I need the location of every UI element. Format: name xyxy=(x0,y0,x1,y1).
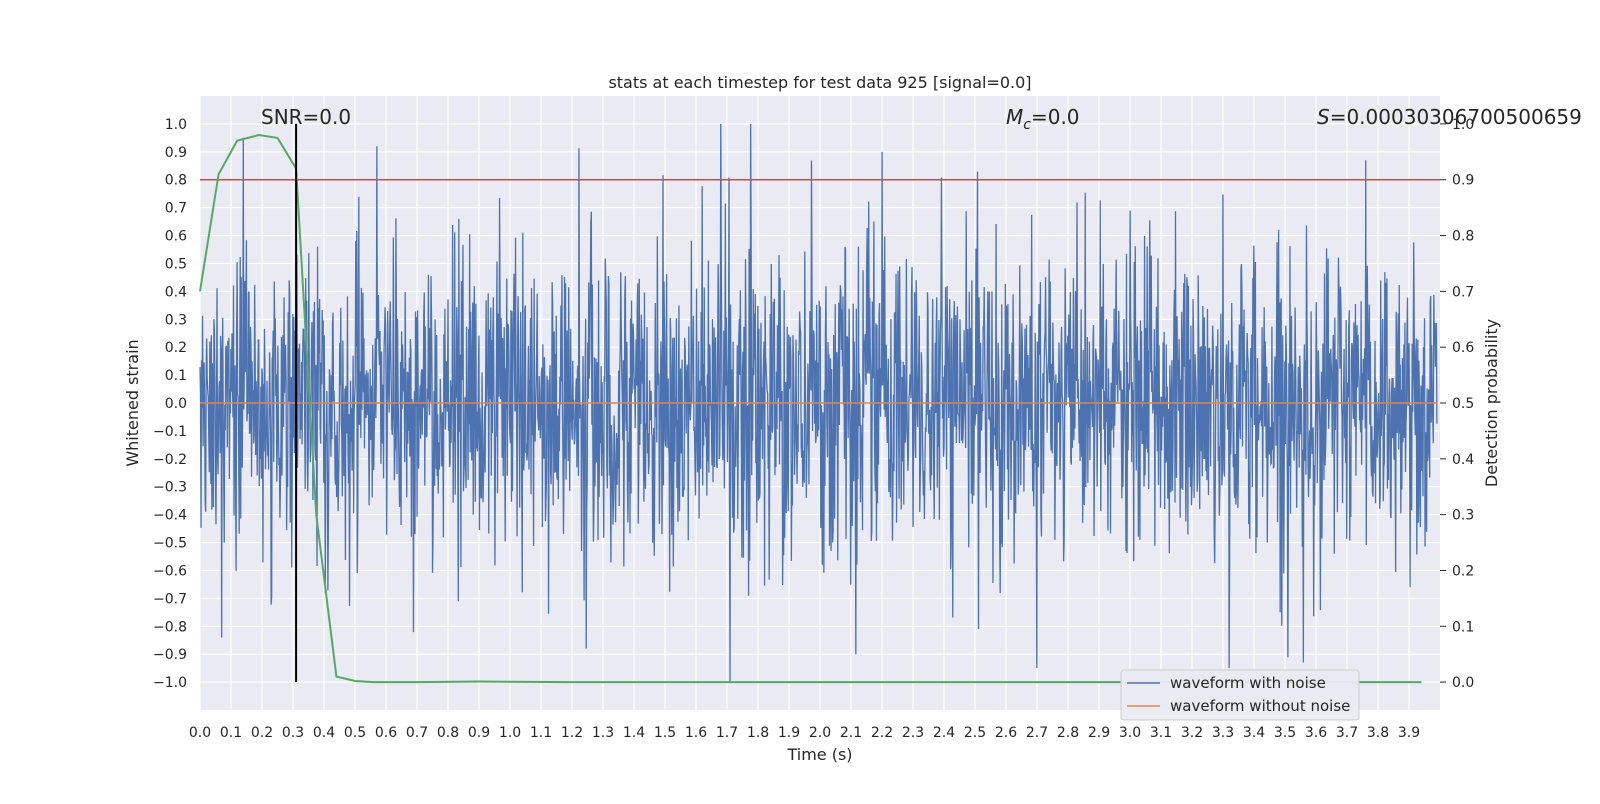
right-tick-label: 0.3 xyxy=(1452,508,1474,524)
x-tick-label: 2.1 xyxy=(840,725,862,741)
x-tick-label: 3.9 xyxy=(1398,725,1420,741)
y-tick-label: 1.0 xyxy=(165,117,187,133)
y-tick-label: −0.5 xyxy=(153,536,187,552)
y-tick-label: −0.3 xyxy=(153,480,187,496)
y-tick-label: 0.9 xyxy=(165,145,187,161)
x-axis-ticks: 0.0 0.1 0.2 0.3 0.4 0.5 0.6 0.7 0.8 0.9 1.0 1.1 1.2 1… xyxy=(189,725,1420,741)
y-tick-label: −0.4 xyxy=(153,508,187,524)
y-tick-label: −0.6 xyxy=(153,563,187,579)
right-tick-label: 0.8 xyxy=(1452,229,1474,245)
x-tick-label: 3.2 xyxy=(1181,725,1203,741)
x-tick-label: 0.5 xyxy=(344,725,366,741)
y-tick-label: 0.0 xyxy=(165,396,187,412)
x-tick-label: 3.6 xyxy=(1305,725,1327,741)
right-axis-label: Detection probability xyxy=(1482,319,1501,487)
x-tick-label: 3.0 xyxy=(1119,725,1141,741)
right-tick-label: 0.9 xyxy=(1452,173,1474,189)
x-tick-label: 1.2 xyxy=(561,725,583,741)
right-tick-label: 0.0 xyxy=(1452,675,1474,691)
y-tick-label: −0.7 xyxy=(153,591,187,607)
mc-subscript: c xyxy=(1023,117,1031,133)
x-tick-label: 0.8 xyxy=(437,725,459,741)
x-tick-label: 3.5 xyxy=(1274,725,1296,741)
x-tick-label: 2.3 xyxy=(902,725,924,741)
series-waveform-with-noise xyxy=(199,123,1438,683)
right-axis-ticks: 1.0 0.9 0.8 0.7 0.6 0.5 0.4 0.3 0.2 0.1 0.0 xyxy=(1440,117,1474,691)
legend: waveform with noise waveform without noi… xyxy=(1120,669,1360,721)
mc-symbol: M xyxy=(1006,105,1023,129)
x-tick-label: 2.5 xyxy=(964,725,986,741)
right-tick-label: 0.1 xyxy=(1452,619,1474,635)
x-tick-label: 1.1 xyxy=(530,725,552,741)
x-tick-label: 1.9 xyxy=(778,725,800,741)
s-annotation: S=0.00030306700500659 xyxy=(1317,105,1582,129)
right-tick-label: 0.7 xyxy=(1452,284,1474,300)
x-tick-label: 1.0 xyxy=(499,725,521,741)
x-axis-label: Time (s) xyxy=(786,745,852,764)
snr-annotation: SNR=0.0 xyxy=(261,105,351,129)
y-tick-label: −1.0 xyxy=(153,675,187,691)
x-tick-label: 0.0 xyxy=(189,725,211,741)
y-tick-label: −0.2 xyxy=(153,452,187,468)
x-tick-label: 0.4 xyxy=(313,725,335,741)
right-tick-label: 0.2 xyxy=(1452,563,1474,579)
x-tick-label: 0.3 xyxy=(282,725,304,741)
x-tick-label: 3.8 xyxy=(1367,725,1389,741)
y-tick-label: −0.9 xyxy=(153,647,187,663)
y-tick-label: −0.8 xyxy=(153,619,187,635)
right-tick-label: 0.5 xyxy=(1452,396,1474,412)
series-detection-probability xyxy=(199,134,1422,684)
x-tick-label: 1.4 xyxy=(623,725,645,741)
x-tick-label: 1.6 xyxy=(685,725,707,741)
x-tick-label: 1.7 xyxy=(716,725,738,741)
y-tick-label: 0.4 xyxy=(165,284,187,300)
s-symbol: S xyxy=(1317,105,1330,129)
right-tick-label: 1.0 xyxy=(1452,117,1474,133)
x-tick-label: 2.4 xyxy=(933,725,955,741)
x-tick-label: 2.0 xyxy=(809,725,831,741)
x-tick-label: 2.9 xyxy=(1088,725,1110,741)
probability-line xyxy=(199,134,1422,684)
s-value: =0.00030306700500659 xyxy=(1330,105,1582,129)
y-tick-label: 0.5 xyxy=(165,256,187,272)
x-tick-label: 0.1 xyxy=(220,725,242,741)
y-tick-label: 0.1 xyxy=(165,368,187,384)
x-tick-label: 3.3 xyxy=(1212,725,1234,741)
legend-label-noise: waveform with noise xyxy=(1170,674,1326,692)
y-tick-label: 0.6 xyxy=(165,229,187,245)
y-axis-ticks: 1.0 0.9 0.8 0.7 0.6 0.5 0.4 0.3 0.2 0.1 0.0 −0.1 −0.… xyxy=(153,117,187,691)
x-tick-label: 1.5 xyxy=(654,725,676,741)
y-tick-label: 0.8 xyxy=(165,173,187,189)
legend-label-clean: waveform without noise xyxy=(1170,697,1350,715)
x-tick-label: 1.3 xyxy=(592,725,614,741)
right-tick-label: 0.6 xyxy=(1452,340,1474,356)
mc-value: =0.0 xyxy=(1031,105,1080,129)
x-tick-label: 2.8 xyxy=(1057,725,1079,741)
x-tick-label: 2.7 xyxy=(1026,725,1048,741)
mc-annotation: Mc=0.0 xyxy=(1006,105,1080,133)
x-tick-label: 3.4 xyxy=(1243,725,1265,741)
x-tick-label: 1.8 xyxy=(747,725,769,741)
legend-box xyxy=(1120,669,1360,721)
x-tick-label: 3.7 xyxy=(1336,725,1358,741)
y-tick-label: −0.1 xyxy=(153,424,187,440)
x-tick-label: 0.7 xyxy=(406,725,428,741)
x-tick-label: 2.6 xyxy=(995,725,1017,741)
x-tick-label: 0.2 xyxy=(251,725,273,741)
x-tick-label: 2.2 xyxy=(871,725,893,741)
noise-line xyxy=(199,123,1438,683)
y-tick-label: 0.7 xyxy=(165,201,187,217)
chart-title: stats at each timestep for test data 925… xyxy=(608,73,1031,92)
x-tick-label: 3.1 xyxy=(1150,725,1172,741)
x-tick-label: 0.9 xyxy=(468,725,490,741)
right-tick-label: 0.4 xyxy=(1452,452,1474,468)
y-tick-label: 0.2 xyxy=(165,340,187,356)
y-axis-label: Whitened strain xyxy=(123,339,142,466)
y-tick-label: 0.3 xyxy=(165,312,187,328)
x-tick-label: 0.6 xyxy=(375,725,397,741)
